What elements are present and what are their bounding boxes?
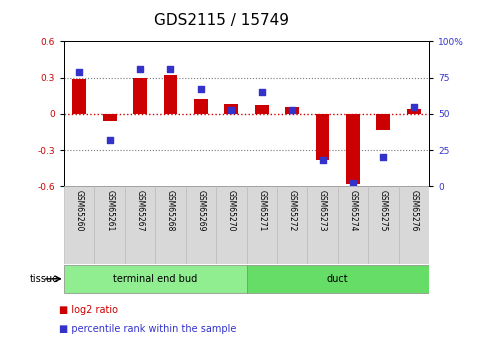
Text: GSM65274: GSM65274 bbox=[349, 190, 357, 232]
Bar bbox=[216, 186, 246, 264]
Point bbox=[197, 87, 205, 92]
Text: GSM65275: GSM65275 bbox=[379, 190, 388, 232]
Text: GSM65271: GSM65271 bbox=[257, 190, 266, 231]
Text: GSM65267: GSM65267 bbox=[136, 190, 144, 232]
Bar bbox=[125, 186, 155, 264]
Bar bbox=[133, 78, 147, 114]
Text: GDS2115 / 15749: GDS2115 / 15749 bbox=[154, 13, 289, 28]
Point bbox=[167, 66, 175, 72]
Point bbox=[227, 107, 235, 112]
Bar bbox=[338, 186, 368, 264]
Point bbox=[136, 66, 144, 72]
Bar bbox=[316, 114, 329, 160]
Bar bbox=[155, 186, 186, 264]
Text: GSM65270: GSM65270 bbox=[227, 190, 236, 232]
Bar bbox=[194, 99, 208, 114]
Bar bbox=[277, 186, 307, 264]
Text: ■ log2 ratio: ■ log2 ratio bbox=[59, 305, 118, 315]
Text: ■ percentile rank within the sample: ■ percentile rank within the sample bbox=[59, 324, 237, 334]
Bar bbox=[72, 79, 86, 114]
Text: GSM65272: GSM65272 bbox=[287, 190, 297, 231]
Text: GSM65269: GSM65269 bbox=[196, 190, 206, 232]
Bar bbox=[407, 109, 421, 114]
Bar bbox=[246, 266, 429, 293]
Bar bbox=[377, 114, 390, 129]
Bar bbox=[368, 186, 398, 264]
Point bbox=[75, 69, 83, 75]
Bar bbox=[246, 186, 277, 264]
Bar bbox=[255, 105, 269, 114]
Bar bbox=[103, 114, 116, 121]
Bar bbox=[346, 114, 360, 184]
Bar bbox=[224, 104, 238, 114]
Point bbox=[258, 89, 266, 95]
Text: GSM65276: GSM65276 bbox=[409, 190, 418, 232]
Bar bbox=[95, 186, 125, 264]
Bar bbox=[285, 107, 299, 114]
Bar bbox=[398, 186, 429, 264]
Text: terminal end bud: terminal end bud bbox=[113, 274, 197, 284]
Text: tissue: tissue bbox=[30, 275, 59, 284]
Bar bbox=[164, 75, 177, 114]
Text: GSM65273: GSM65273 bbox=[318, 190, 327, 232]
Text: duct: duct bbox=[327, 274, 349, 284]
Point bbox=[318, 157, 326, 163]
Point bbox=[288, 107, 296, 112]
Point bbox=[410, 104, 418, 109]
Point bbox=[349, 181, 357, 186]
Point bbox=[380, 155, 387, 160]
Bar bbox=[307, 186, 338, 264]
Text: GSM65260: GSM65260 bbox=[75, 190, 84, 232]
Bar bbox=[64, 186, 95, 264]
Bar bbox=[186, 186, 216, 264]
Text: GSM65268: GSM65268 bbox=[166, 190, 175, 231]
Bar bbox=[64, 266, 246, 293]
Text: GSM65261: GSM65261 bbox=[105, 190, 114, 231]
Point bbox=[106, 137, 113, 143]
